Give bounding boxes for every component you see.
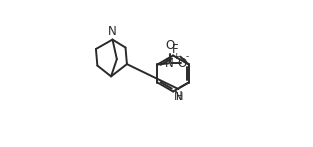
Text: -: - [185, 52, 188, 61]
Text: O: O [178, 57, 187, 70]
Text: N: N [108, 25, 117, 39]
Text: N: N [174, 90, 182, 103]
Text: F: F [172, 43, 179, 56]
Text: +: + [172, 52, 180, 61]
Text: N: N [165, 57, 174, 70]
Text: O: O [165, 39, 174, 52]
Text: H: H [176, 92, 183, 102]
